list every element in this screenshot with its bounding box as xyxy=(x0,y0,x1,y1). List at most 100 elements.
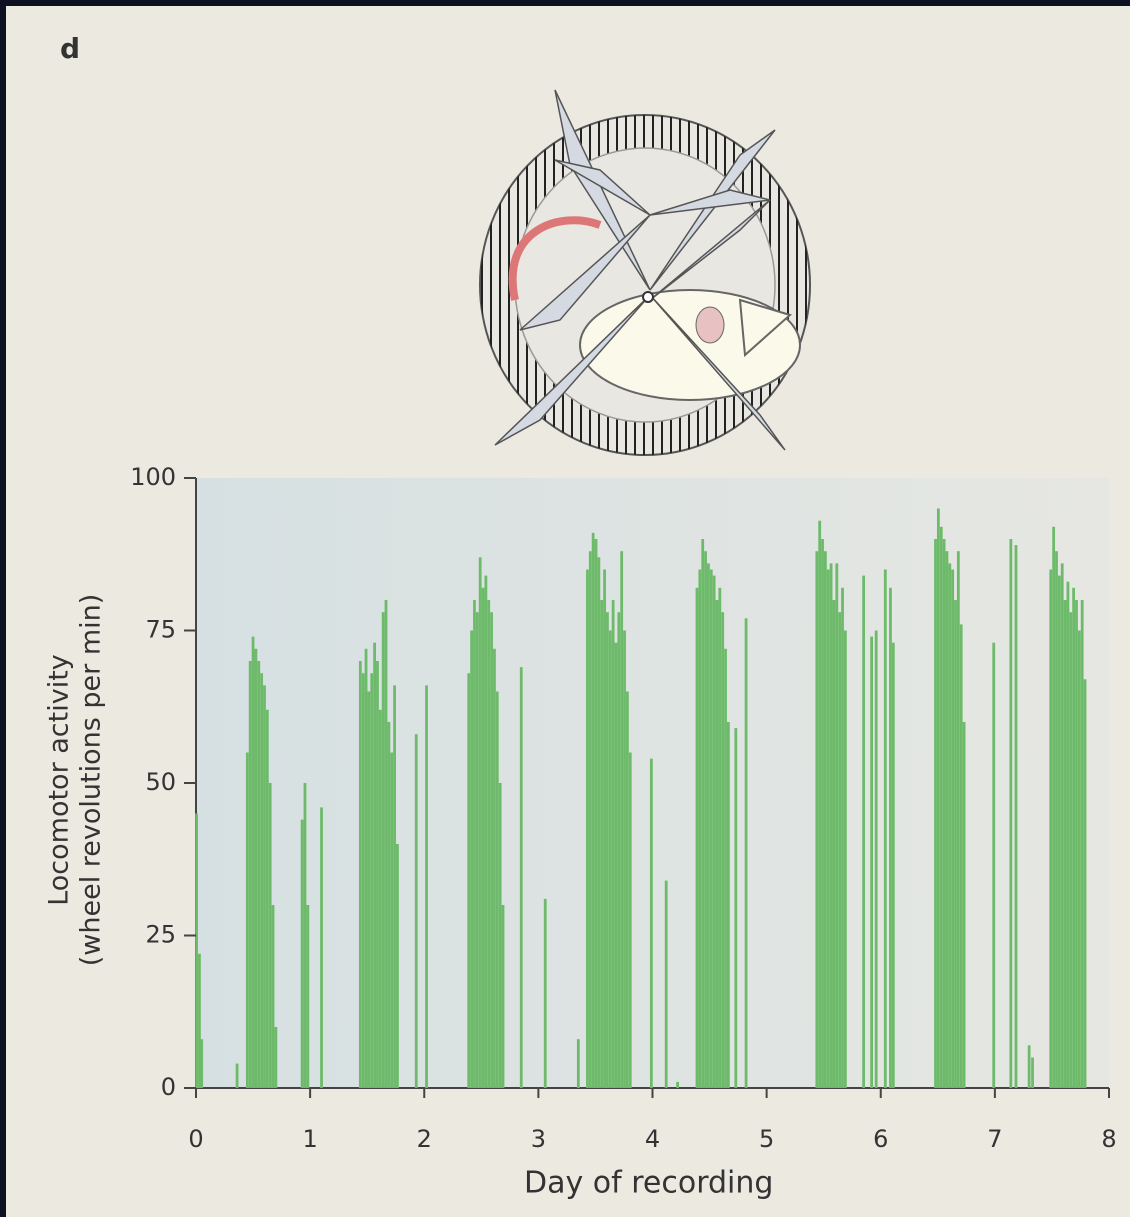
bar xyxy=(937,509,940,1089)
panel-label: d xyxy=(60,32,80,65)
bar xyxy=(304,783,307,1088)
bar xyxy=(544,899,547,1088)
bar xyxy=(824,551,827,1088)
bar xyxy=(650,759,653,1088)
bar xyxy=(617,612,620,1088)
bar xyxy=(1084,679,1087,1088)
bar xyxy=(1015,545,1018,1088)
bar xyxy=(272,905,275,1088)
bar xyxy=(496,692,499,1089)
bar xyxy=(946,551,949,1088)
bar xyxy=(1081,600,1084,1088)
bar xyxy=(592,533,595,1088)
bar xyxy=(721,612,724,1088)
chart: d Day of recording Locomotor activity (w… xyxy=(0,0,1130,1217)
y-axis-title: Locomotor activity xyxy=(44,654,75,906)
bar xyxy=(320,807,323,1088)
bar xyxy=(246,753,249,1089)
bar xyxy=(943,539,946,1088)
bar xyxy=(734,728,737,1088)
y-tick-label: 50 xyxy=(145,768,176,796)
bar xyxy=(1061,563,1064,1088)
bar xyxy=(1049,570,1052,1089)
bar xyxy=(713,576,716,1088)
bar xyxy=(487,600,490,1088)
bar xyxy=(818,521,821,1088)
x-tick-label: 5 xyxy=(759,1125,774,1153)
x-tick-label: 4 xyxy=(645,1125,660,1153)
y-axis-title: (wheel revolutions per min) xyxy=(76,594,107,967)
bar xyxy=(470,631,473,1089)
bar xyxy=(597,557,600,1088)
bar xyxy=(609,631,612,1089)
bar xyxy=(665,881,668,1088)
bar xyxy=(263,685,266,1088)
bar xyxy=(862,576,865,1088)
bar xyxy=(889,588,892,1088)
bar xyxy=(387,722,390,1088)
bar xyxy=(236,1064,239,1088)
bar xyxy=(1028,1045,1031,1088)
bar xyxy=(704,551,707,1088)
bar xyxy=(951,570,954,1089)
bar xyxy=(490,612,493,1088)
bar xyxy=(1064,600,1067,1088)
bar xyxy=(934,539,937,1088)
bar xyxy=(379,710,382,1088)
bar xyxy=(875,631,878,1089)
bar xyxy=(390,753,393,1089)
page: d Day of recording Locomotor activity (w… xyxy=(0,0,1130,1217)
bar xyxy=(1069,612,1072,1088)
bar xyxy=(615,643,618,1088)
bar xyxy=(415,734,418,1088)
y-tick-label: 75 xyxy=(145,616,176,644)
bar xyxy=(249,661,252,1088)
bar xyxy=(476,612,479,1088)
bar xyxy=(827,570,830,1089)
bar xyxy=(821,539,824,1088)
bar xyxy=(844,631,847,1089)
bar xyxy=(992,643,995,1088)
bar xyxy=(520,667,523,1088)
bar xyxy=(502,905,505,1088)
bar xyxy=(367,692,370,1089)
bar xyxy=(1058,576,1061,1088)
bar xyxy=(606,612,609,1088)
bar xyxy=(1067,582,1070,1088)
bar xyxy=(393,685,396,1088)
bar xyxy=(724,649,727,1088)
x-axis-title: Day of recording xyxy=(524,1166,773,1201)
bar xyxy=(620,551,623,1088)
bar xyxy=(396,844,399,1088)
bar xyxy=(365,649,368,1088)
bar xyxy=(963,722,966,1088)
x-tick-label: 3 xyxy=(531,1125,546,1153)
bar xyxy=(1055,551,1058,1088)
x-tick-label: 2 xyxy=(417,1125,432,1153)
bar xyxy=(306,905,309,1088)
bar xyxy=(612,600,615,1088)
bar xyxy=(1078,631,1081,1089)
x-tick-label: 6 xyxy=(873,1125,888,1153)
bar xyxy=(676,1082,679,1088)
bar xyxy=(252,637,255,1088)
bar xyxy=(301,820,304,1088)
bar xyxy=(838,612,841,1088)
bar xyxy=(1072,588,1075,1088)
bar xyxy=(1009,539,1012,1088)
bar xyxy=(957,551,960,1088)
bar xyxy=(626,692,629,1089)
bar xyxy=(707,563,710,1088)
bar xyxy=(603,570,606,1089)
bar xyxy=(623,631,626,1089)
bar xyxy=(499,783,502,1088)
bar xyxy=(727,722,730,1088)
bar xyxy=(892,643,895,1088)
bar xyxy=(382,612,385,1088)
bar xyxy=(200,1039,203,1088)
bar xyxy=(954,600,957,1088)
bar xyxy=(493,649,496,1088)
x-tick-label: 8 xyxy=(1101,1125,1116,1153)
bar xyxy=(385,600,388,1088)
bar xyxy=(815,551,818,1088)
